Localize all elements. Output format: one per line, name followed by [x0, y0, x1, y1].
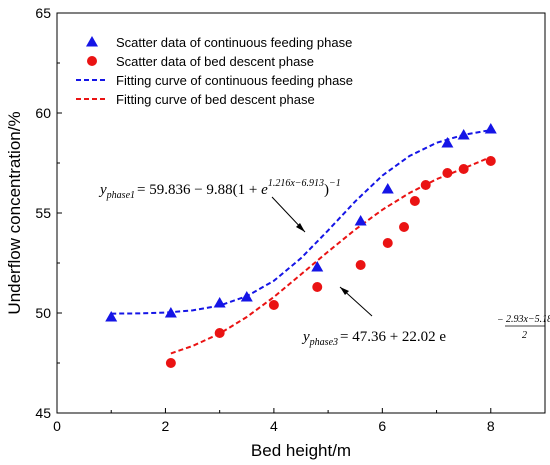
data-point-circle: [312, 282, 323, 292]
eq1-var: y: [98, 182, 107, 198]
svg-text:yphase1= 59.836 − 9.88(1 + e1.: yphase1 = 59.836 − 9.88(1 + e1.216x−6.913…: [98, 178, 341, 201]
y-tick-label-45: 45: [35, 405, 51, 421]
eq1-arrowhead: [296, 223, 305, 232]
y-tick-label-50: 50: [35, 305, 51, 321]
data-point-triangle: [484, 123, 497, 134]
legend: Scatter data of continuous feeding phase…: [76, 35, 353, 107]
data-point-circle: [458, 164, 469, 174]
legend-marker-circle: [87, 56, 97, 66]
data-point-circle: [442, 168, 453, 178]
data-point-circle: [409, 196, 420, 206]
eq1-close: ): [324, 182, 329, 198]
y-axis-title: Underflow concentration/%: [5, 111, 24, 314]
legend-label-2: Fitting curve of continuous feeding phas…: [116, 73, 353, 88]
data-point-triangle: [457, 129, 470, 140]
data-point-triangle: [164, 307, 177, 318]
y-tick-label-55: 55: [35, 205, 51, 221]
data-point-circle: [485, 156, 496, 166]
eq3-exp-num: 2.93x−5.18: [506, 314, 550, 325]
eq3-var: y: [301, 329, 310, 345]
y-tick-label-60: 60: [35, 105, 51, 121]
data-point-circle: [268, 300, 279, 310]
eq1-rhs: = 59.836 − 9.88(1 +: [137, 182, 261, 198]
legend-label-3: Fitting curve of bed descent phase: [116, 92, 315, 107]
scatter-markers: [105, 123, 497, 368]
data-point-triangle: [105, 311, 118, 322]
x-axis-ticks: 0 2 4 6 8: [53, 408, 495, 434]
data-point-triangle: [381, 183, 394, 194]
fit-curves: [111, 129, 492, 355]
x-tick-label-0: 0: [53, 418, 61, 434]
y-tick-label-65: 65: [35, 5, 51, 21]
x-axis-title: Bed height/m: [251, 441, 351, 460]
eq3-arrowhead: [340, 287, 349, 295]
fit-curve-2: [111, 129, 491, 315]
x-tick-label-6: 6: [378, 418, 386, 434]
x-tick-label-2: 2: [162, 418, 170, 434]
data-point-triangle: [240, 291, 253, 302]
legend-marker-triangle: [86, 36, 98, 47]
data-point-triangle: [354, 215, 367, 226]
legend-label-1: Scatter data of bed descent phase: [116, 54, 314, 69]
eq3-sub: phase3: [309, 337, 338, 348]
data-point-triangle: [311, 261, 324, 272]
data-point-triangle: [441, 137, 454, 148]
y-axis-ticks: 45 50 55 60 65: [35, 5, 62, 421]
eq3-exp-sign: −: [497, 315, 504, 326]
equation-phase3: yphase3 = 47.36 + 22.02 e − 2.93x−5.18 2: [301, 286, 550, 348]
x-tick-label-8: 8: [487, 418, 495, 434]
data-point-circle: [355, 260, 366, 270]
equation-phase1: yphase1 = 59.836 − 9.88(1 + e1.216x−6.913…: [98, 178, 341, 233]
eq1-sub: phase1: [106, 190, 135, 201]
svg-text:yphase3= 47.36 + 22.02 e: yphase3 = 47.36 + 22.02 e: [301, 329, 446, 348]
eq1-exp: 1.216x−6.913: [268, 178, 324, 189]
eq3-exp-den: 2: [522, 330, 527, 341]
x-tick-label-4: 4: [270, 418, 278, 434]
data-point-circle: [382, 238, 393, 248]
eq1-e: e: [261, 182, 268, 198]
data-point-circle: [420, 180, 431, 190]
eq3-rhs: = 47.36 + 22.02 e: [340, 329, 446, 345]
data-point-triangle: [213, 297, 226, 308]
eq1-outer-exp: −1: [329, 178, 341, 189]
legend-label-0: Scatter data of continuous feeding phase: [116, 35, 352, 50]
data-point-circle: [165, 358, 176, 368]
data-point-circle: [399, 222, 410, 232]
data-point-circle: [214, 328, 225, 338]
